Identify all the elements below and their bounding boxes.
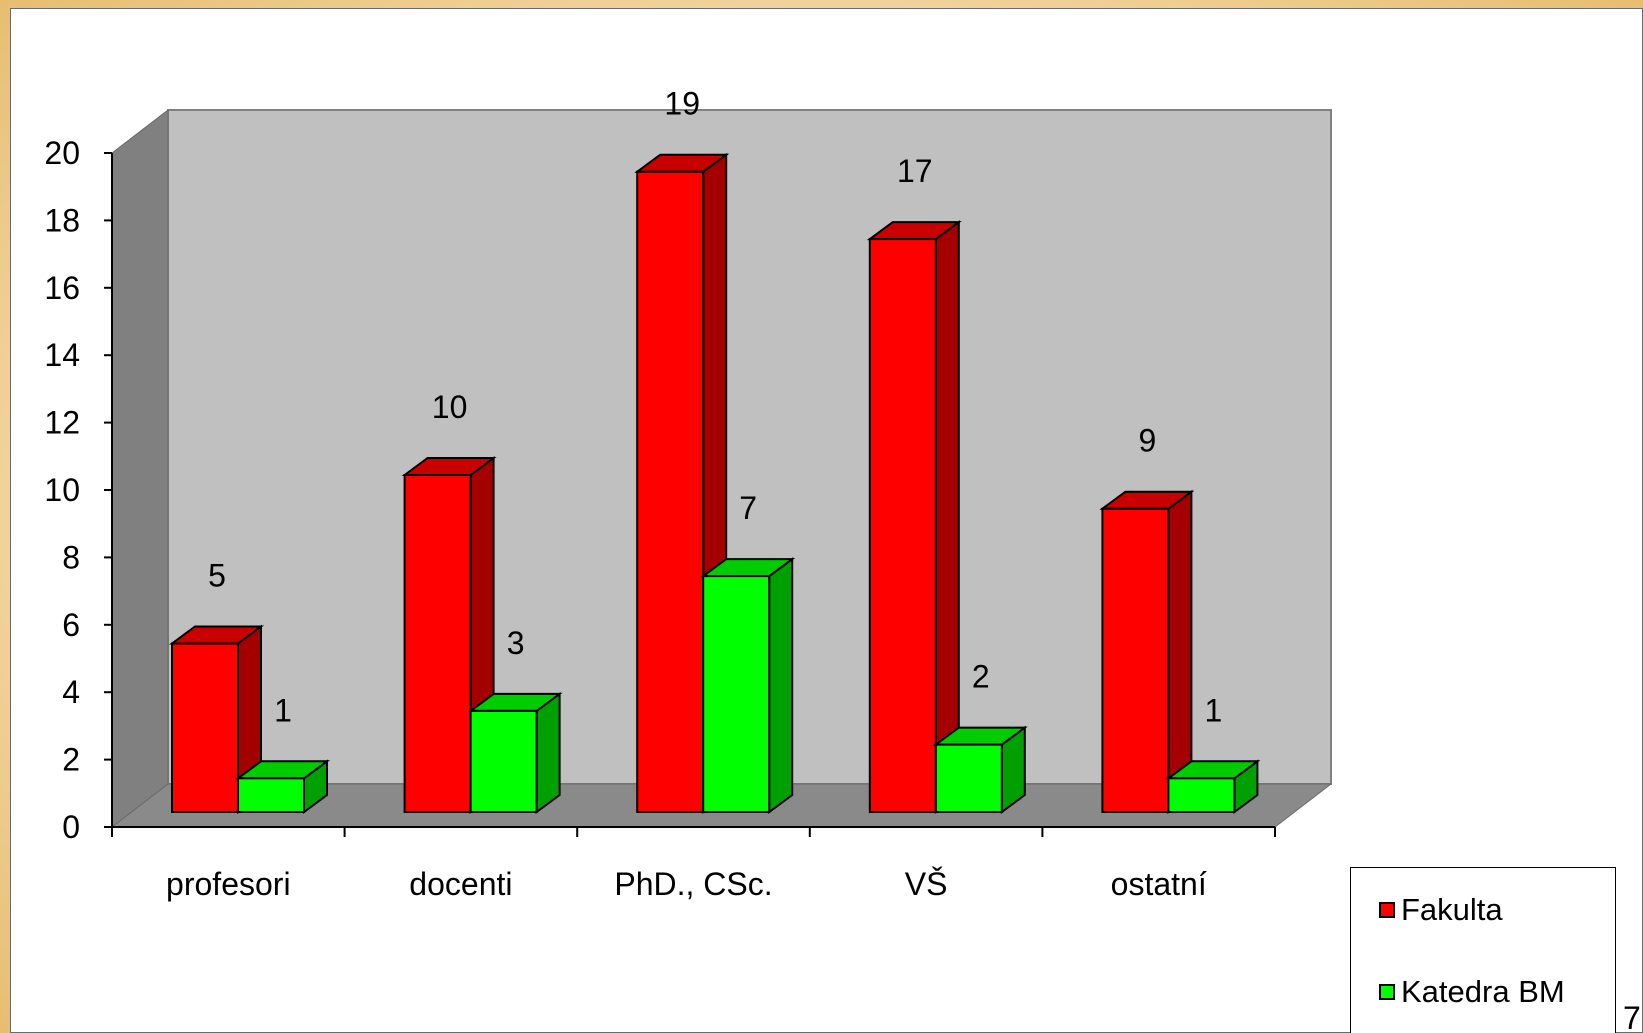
chart-legend: Fakulta Katedra BM xyxy=(1350,867,1616,1033)
data-label: 17 xyxy=(897,153,933,189)
x-tick-label: docenti xyxy=(409,866,512,902)
bar-front xyxy=(636,170,705,813)
bar-katedra-bm xyxy=(932,725,1028,814)
x-tick-label: PhD., CSc. xyxy=(614,866,772,902)
bar-katedra-bm xyxy=(700,557,796,814)
data-label: 19 xyxy=(664,86,700,122)
y-tick-label: 6 xyxy=(62,607,80,643)
data-label: 3 xyxy=(507,625,525,661)
bar-fakulta xyxy=(1099,489,1195,814)
bar-front xyxy=(868,238,937,814)
bar-front xyxy=(1101,507,1170,813)
x-tick-label: ostatní xyxy=(1111,866,1207,902)
bar-front xyxy=(934,743,1003,813)
legend-label-katedra-bm: Katedra BM xyxy=(1401,974,1565,1009)
bar-katedra-bm xyxy=(467,691,563,814)
y-tick-label: 10 xyxy=(44,472,80,508)
page-number: 7 xyxy=(1623,1000,1641,1033)
bar-katedra-bm xyxy=(234,759,331,814)
bar-katedra-bm xyxy=(1165,759,1261,814)
legend-label-fakulta: Fakulta xyxy=(1401,892,1503,927)
data-label: 1 xyxy=(274,692,292,728)
y-tick-label: 12 xyxy=(44,405,80,441)
bar-front xyxy=(171,642,239,813)
y-tick-label: 18 xyxy=(44,202,80,238)
bar-side xyxy=(535,691,561,814)
side-wall xyxy=(111,108,169,829)
bar-fakulta xyxy=(168,624,265,814)
y-tick-label: 16 xyxy=(44,270,80,306)
chart-bars xyxy=(168,152,1261,814)
legend-item-fakulta: Fakulta xyxy=(1379,892,1503,928)
data-label: 5 xyxy=(208,558,226,594)
legend-swatch-fakulta xyxy=(1379,902,1395,918)
y-tick-label: 8 xyxy=(62,539,80,575)
bar-front xyxy=(237,777,305,813)
bar-front xyxy=(1167,777,1236,813)
data-label: 1 xyxy=(1205,692,1223,728)
y-tick-label: 4 xyxy=(62,674,80,710)
bar-front xyxy=(403,474,472,813)
y-tick-label: 2 xyxy=(62,742,80,778)
y-tick-label: 0 xyxy=(62,809,80,845)
bar-front xyxy=(469,709,538,814)
data-label: 7 xyxy=(739,490,757,526)
bar-fakulta xyxy=(866,220,962,814)
legend-swatch-katedra-bm xyxy=(1379,984,1395,1000)
bar-side xyxy=(934,220,960,814)
bar-side xyxy=(768,557,794,814)
data-label: 10 xyxy=(432,389,468,425)
data-label: 9 xyxy=(1139,423,1157,459)
bar-front xyxy=(702,575,771,813)
x-tick-label: profesori xyxy=(166,866,291,902)
y-tick-label: 14 xyxy=(44,337,80,373)
y-tick-label: 20 xyxy=(44,135,80,171)
legend-item-katedra-bm: Katedra BM xyxy=(1379,974,1565,1010)
data-label: 2 xyxy=(972,659,990,695)
x-tick-label: VŠ xyxy=(905,866,948,902)
chart-data-labels: 5 10 19 17 9 1 3 7 2 1 xyxy=(208,86,1222,729)
